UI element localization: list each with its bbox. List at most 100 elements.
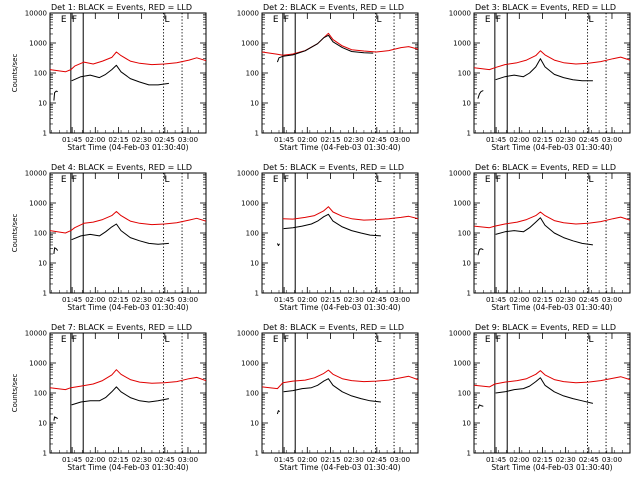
flag-letter: E — [61, 175, 67, 185]
events-series-line — [53, 386, 169, 421]
x-tick-label: 01:45 — [62, 136, 82, 144]
flag-letter: L — [377, 15, 382, 25]
x-tick-label: 01:45 — [486, 296, 506, 304]
x-tick-label: 01:45 — [274, 456, 294, 464]
plot-frame — [261, 332, 419, 454]
plot-frame — [261, 172, 419, 294]
y-tick-label: 1 — [255, 290, 259, 298]
x-tick-label: 02:30 — [556, 296, 576, 304]
lld-series-line — [50, 211, 206, 234]
x-tick-label: 02:45 — [579, 456, 599, 464]
x-tick-label: 02:00 — [297, 296, 317, 304]
flag-letter: L — [589, 15, 594, 25]
x-tick-label: 01:45 — [486, 456, 506, 464]
y-tick-label: 100 — [34, 70, 47, 78]
y-axis-label: Counts/sec — [11, 214, 19, 253]
y-tick-label: 1 — [255, 130, 259, 138]
lld-series-line — [262, 369, 418, 390]
y-tick-label: 10 — [250, 100, 259, 108]
y-tick-label: 10000 — [237, 10, 259, 18]
x-tick-label: 02:30 — [132, 456, 152, 464]
x-tick-label: 02:45 — [155, 456, 175, 464]
x-tick-label: 01:45 — [274, 296, 294, 304]
panel-title: Det 5: BLACK = Events, RED = LLD — [263, 163, 404, 172]
plot-frame — [49, 332, 207, 454]
flag-letter: L — [377, 175, 382, 185]
series-group — [50, 369, 206, 421]
y-tick-label: 100 — [34, 230, 47, 238]
flag-letter: F — [72, 15, 77, 25]
flag-letter: F — [72, 175, 77, 185]
series-group — [474, 370, 630, 409]
y-tick-label: 10000 — [237, 170, 259, 178]
x-tick-label: 03:00 — [178, 136, 198, 144]
events-series-line — [53, 64, 169, 101]
x-axis-label: Start Time (04-Feb-03 01:30:40) — [491, 463, 612, 472]
series-group — [474, 50, 630, 99]
events-series-line — [53, 223, 169, 255]
y-tick-label: 10 — [462, 260, 471, 268]
y-axis-label: Counts/sec — [11, 374, 19, 413]
x-axis-label: Start Time (04-Feb-03 01:30:40) — [67, 143, 188, 152]
panel-title: Det 6: BLACK = Events, RED = LLD — [475, 163, 616, 172]
x-axis-label: Start Time (04-Feb-03 01:30:40) — [279, 303, 400, 312]
y-tick-label: 10000 — [449, 10, 471, 18]
y-tick-label: 1 — [43, 290, 47, 298]
y-tick-label: 1000 — [453, 360, 471, 368]
y-tick-label: 100 — [246, 230, 259, 238]
events-series-line — [477, 58, 593, 99]
detector-panel: Det 1: BLACK = Events, RED = LLD 1 10 100 10… — [11, 3, 207, 152]
y-tick-label: 100 — [34, 390, 47, 398]
x-tick-label: 02:00 — [509, 456, 529, 464]
y-tick-label: 10000 — [25, 330, 47, 338]
x-tick-label: 02:00 — [85, 456, 105, 464]
detector-panel: Det 8: BLACK = Events, RED = LLD 1 10 100 10… — [237, 323, 419, 472]
x-tick-label: 01:45 — [274, 136, 294, 144]
x-tick-label: 02:00 — [85, 136, 105, 144]
flag-letter: F — [496, 15, 501, 25]
plot-frame — [261, 12, 419, 134]
x-axis-label: Start Time (04-Feb-03 01:30:40) — [491, 143, 612, 152]
lld-series-line — [474, 370, 630, 388]
y-tick-label: 10 — [250, 420, 259, 428]
y-tick-label: 1000 — [29, 200, 47, 208]
x-tick-label: 02:00 — [297, 456, 317, 464]
x-axis-label: Start Time (04-Feb-03 01:30:40) — [67, 303, 188, 312]
x-tick-label: 02:15 — [320, 296, 340, 304]
x-tick-label: 02:15 — [320, 136, 340, 144]
flag-letter: F — [496, 335, 501, 345]
x-tick-label: 02:30 — [556, 136, 576, 144]
x-tick-label: 02:00 — [509, 296, 529, 304]
y-tick-label: 1000 — [241, 360, 259, 368]
x-tick-label: 02:45 — [579, 136, 599, 144]
x-tick-label: 02:15 — [532, 136, 552, 144]
y-tick-label: 100 — [246, 70, 259, 78]
y-tick-label: 1 — [467, 450, 471, 458]
y-tick-label: 1 — [467, 130, 471, 138]
detector-panel: Det 2: BLACK = Events, RED = LLD 1 10 100 10… — [237, 3, 419, 152]
y-tick-label: 100 — [458, 230, 471, 238]
lld-series-line — [474, 211, 630, 229]
x-tick-label: 02:15 — [108, 456, 128, 464]
x-axis-label: Start Time (04-Feb-03 01:30:40) — [279, 463, 400, 472]
y-tick-label: 10000 — [25, 170, 47, 178]
y-tick-label: 1000 — [29, 40, 47, 48]
flag-letter: E — [485, 335, 491, 345]
x-tick-label: 03:00 — [390, 296, 410, 304]
x-tick-label: 02:15 — [532, 456, 552, 464]
y-tick-label: 10 — [38, 260, 47, 268]
x-tick-label: 02:15 — [532, 296, 552, 304]
y-tick-label: 100 — [458, 70, 471, 78]
flag-letter: F — [284, 175, 289, 185]
x-tick-label: 02:30 — [344, 296, 364, 304]
panel-title: Det 2: BLACK = Events, RED = LLD — [263, 3, 404, 12]
y-tick-label: 10000 — [237, 330, 259, 338]
y-tick-label: 1 — [255, 450, 259, 458]
detector-panel: Det 4: BLACK = Events, RED = LLD 1 10 100 10… — [11, 163, 207, 312]
x-tick-label: 02:30 — [344, 456, 364, 464]
y-tick-label: 1000 — [241, 40, 259, 48]
x-tick-label: 02:15 — [320, 456, 340, 464]
flag-letter: F — [284, 335, 289, 345]
lld-series-line — [282, 206, 418, 221]
series-group — [262, 32, 418, 63]
